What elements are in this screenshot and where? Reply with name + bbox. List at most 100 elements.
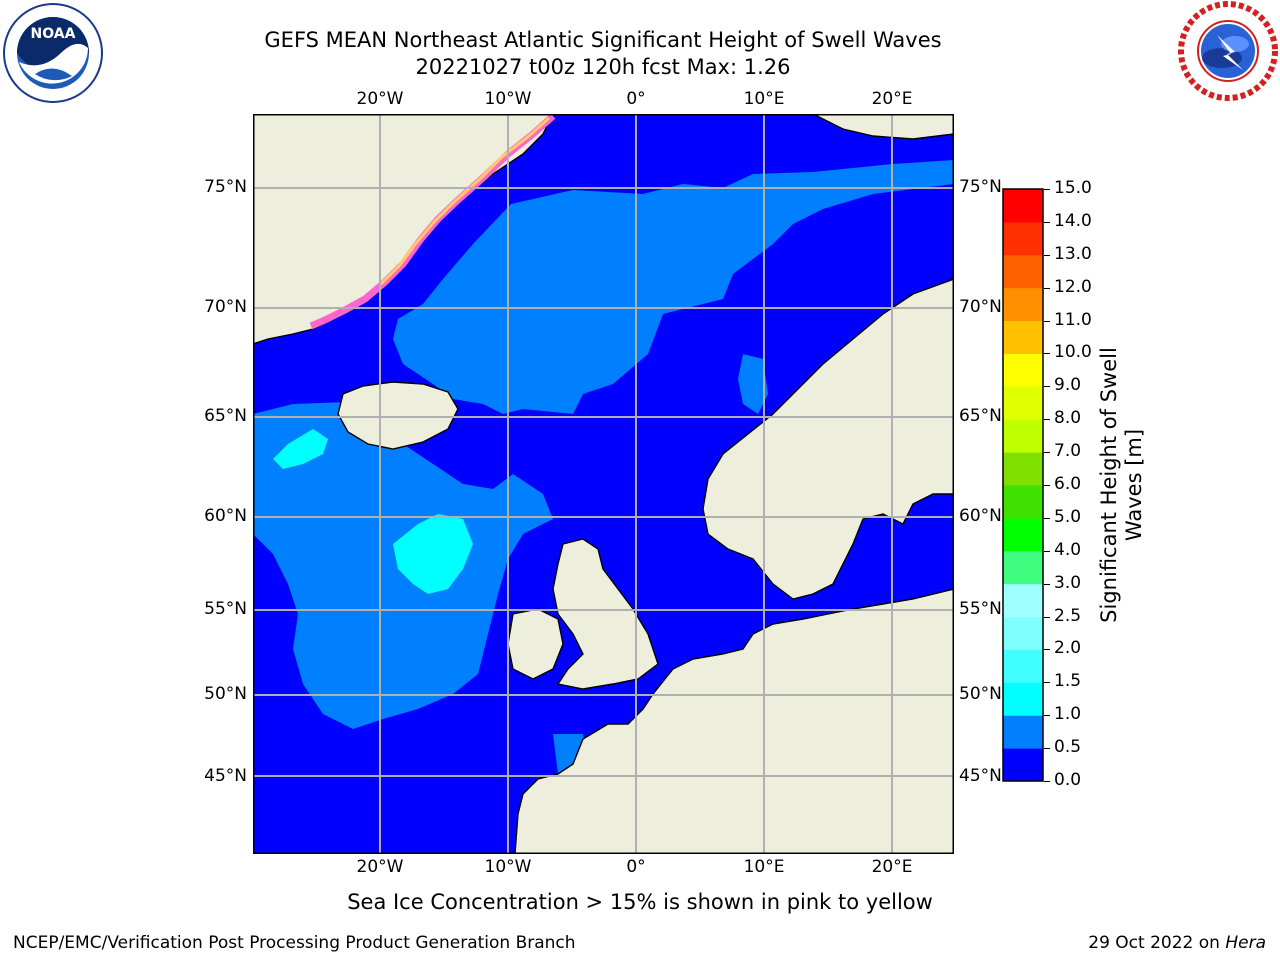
graticule bbox=[253, 114, 954, 854]
colorbar-step bbox=[1003, 221, 1043, 256]
ireland bbox=[507, 608, 564, 680]
map-title: GEFS MEAN Northeast Atlantic Significant… bbox=[264, 28, 942, 52]
colorbar-tick-mark bbox=[1044, 517, 1050, 519]
footer-date: 29 Oct 2022 on bbox=[1088, 933, 1226, 953]
colorbar-tick-label: 9.0 bbox=[1054, 375, 1082, 396]
colorbar-label: Significant Height of Swell Waves [m] bbox=[1097, 347, 1146, 623]
colorbar-tick-label: 11.0 bbox=[1054, 309, 1092, 330]
lat-label-right: 45°N bbox=[959, 766, 1002, 786]
colorbar-tick-mark bbox=[1044, 550, 1050, 552]
lon-label-bottom: 10°W bbox=[484, 857, 532, 877]
lat-label-right: 75°N bbox=[959, 177, 1002, 197]
lon-label-top: 10°W bbox=[484, 89, 532, 109]
colorbar-tick-mark bbox=[1044, 781, 1050, 782]
lon-label-top: 10°E bbox=[743, 89, 785, 109]
colorbar-tick-mark bbox=[1044, 616, 1050, 618]
lat-label-left: 70°N bbox=[204, 297, 247, 317]
nws-logo bbox=[1178, 1, 1278, 101]
colorbar-tick-labels: 0.0 0.5 1.0 1.5 2.0 2.5 3.0 4.0 5.0 6.0 7.0 8.0 9.0 1… bbox=[1044, 178, 1104, 790]
colorbar-step bbox=[1003, 485, 1043, 519]
colorbar-tick-mark bbox=[1044, 221, 1050, 223]
map-frame bbox=[253, 114, 954, 854]
colorbar-step bbox=[1003, 715, 1043, 749]
noaa-logo-text: NOAA bbox=[31, 26, 76, 42]
colorbar-tick-label: 2.5 bbox=[1054, 605, 1082, 626]
noaa-logo: NOAA bbox=[3, 3, 103, 103]
colorbar-tick-label: 10.0 bbox=[1054, 342, 1092, 363]
colorbar-tick-label: 6.0 bbox=[1054, 474, 1082, 494]
colorbar-tick-mark bbox=[1044, 485, 1050, 486]
colorbar-tick-mark bbox=[1044, 452, 1050, 454]
colorbar-tick-label: 7.0 bbox=[1054, 441, 1082, 462]
lon-label-top: 20°W bbox=[356, 89, 404, 109]
colorbar-tick-mark bbox=[1044, 682, 1050, 684]
colorbar-tick-label: 12.0 bbox=[1054, 276, 1092, 297]
footer-right: 29 Oct 2022 on Hera bbox=[1088, 933, 1266, 953]
colorbar-tick-mark bbox=[1044, 583, 1050, 585]
colorbar-tick-label: 8.0 bbox=[1054, 408, 1082, 429]
lat-label-left: 65°N bbox=[204, 406, 247, 426]
sea-ice-edge-inner bbox=[379, 116, 551, 286]
colorbar-step bbox=[1003, 254, 1043, 289]
colorbar-tick-mark bbox=[1044, 386, 1050, 388]
colorbar-step bbox=[1003, 320, 1043, 354]
lat-label-right: 70°N bbox=[959, 297, 1002, 317]
lat-label-right: 50°N bbox=[959, 684, 1002, 704]
colorbar-tick-mark bbox=[1044, 254, 1050, 256]
colorbar-tick-label: 0.0 bbox=[1054, 770, 1082, 790]
iceland bbox=[337, 381, 459, 450]
great-britain bbox=[552, 538, 659, 690]
lat-label-right: 65°N bbox=[959, 406, 1002, 426]
lon-label-bottom: 20°E bbox=[871, 857, 913, 877]
colorbar-step bbox=[1003, 748, 1043, 782]
colorbar bbox=[1002, 188, 1044, 782]
colorbar-tick-label: 1.0 bbox=[1054, 704, 1082, 725]
colorbar-step bbox=[1003, 452, 1043, 486]
lat-label-right: 55°N bbox=[959, 599, 1002, 619]
colorbar-step bbox=[1003, 583, 1043, 618]
colorbar-tick-mark bbox=[1044, 419, 1050, 421]
colorbar-tick-label: 14.0 bbox=[1054, 210, 1092, 231]
map-subtitle: 20221027 t00z 120h fcst Max: 1.26 bbox=[415, 55, 791, 79]
lat-label-left: 55°N bbox=[204, 599, 247, 619]
lon-label-bottom: 20°W bbox=[356, 857, 404, 877]
colorbar-tick-mark bbox=[1044, 748, 1050, 750]
colorbar-tick-label: 0.5 bbox=[1054, 737, 1082, 758]
colorbar-step bbox=[1003, 287, 1043, 322]
colorbar-step bbox=[1003, 386, 1043, 420]
colorbar-step bbox=[1003, 649, 1043, 683]
lon-label-top: 0° bbox=[626, 89, 646, 109]
colorbar-step bbox=[1003, 353, 1043, 387]
svalbard bbox=[812, 114, 954, 140]
lat-label-left: 50°N bbox=[204, 684, 247, 704]
colorbar-step bbox=[1003, 189, 1043, 223]
colorbar-tick-mark bbox=[1044, 320, 1050, 322]
colorbar-tick-label: 15.0 bbox=[1054, 178, 1092, 198]
swell-1p0-1p5-region bbox=[273, 429, 473, 594]
colorbar-step bbox=[1003, 419, 1043, 453]
footer-left: NCEP/EMC/Verification Post Processing Pr… bbox=[13, 933, 576, 953]
colorbar-tick-mark bbox=[1044, 649, 1050, 651]
colorbar-step bbox=[1003, 616, 1043, 650]
colorbar-tick-label: 2.0 bbox=[1054, 638, 1082, 659]
colorbar-tick-label: 3.0 bbox=[1054, 572, 1082, 593]
colorbar-step bbox=[1003, 682, 1043, 716]
lon-label-bottom: 0° bbox=[626, 857, 646, 877]
colorbar-tick-mark bbox=[1044, 353, 1050, 355]
colorbar-tick-mark bbox=[1044, 715, 1050, 717]
colorbar-frame bbox=[1002, 188, 1044, 782]
lat-label-left: 75°N bbox=[204, 177, 247, 197]
colorbar-tick-label: 4.0 bbox=[1054, 539, 1082, 560]
lon-label-top: 20°E bbox=[871, 89, 913, 109]
colorbar-tick-mark bbox=[1044, 189, 1050, 190]
sea-ice-caption: Sea Ice Concentration > 15% is shown in … bbox=[347, 890, 933, 914]
colorbar-tick-mark bbox=[1044, 287, 1050, 289]
colorbar-step bbox=[1003, 550, 1043, 585]
map-plot bbox=[253, 114, 954, 854]
lon-label-bottom: 10°E bbox=[743, 857, 785, 877]
colorbar-tick-label: 1.5 bbox=[1054, 671, 1082, 692]
lat-label-left: 60°N bbox=[204, 506, 247, 526]
lat-label-right: 60°N bbox=[959, 506, 1002, 526]
colorbar-tick-label: 5.0 bbox=[1054, 506, 1082, 527]
footer-host: Hera bbox=[1225, 933, 1266, 953]
